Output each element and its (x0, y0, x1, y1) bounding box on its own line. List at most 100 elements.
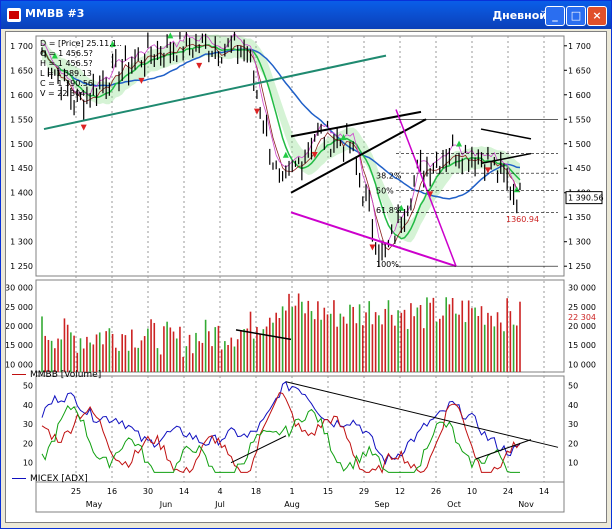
adx-trendline-2 (475, 439, 532, 460)
price-tick-left: 1 400 (10, 189, 33, 198)
price-tick-right: 1 350 (568, 213, 591, 222)
price-tick-left: 1 350 (10, 213, 33, 222)
volume-tick-right: 30 000 (568, 284, 596, 293)
price-tick-right: 1 450 (568, 164, 591, 173)
sell-arrow (311, 152, 318, 159)
price-tick-left: 1 500 (10, 140, 33, 149)
adx-tick-left: 30 (23, 420, 33, 429)
day-label: 4 (217, 487, 222, 496)
volume-legend: MMBB [Volume] (12, 370, 101, 380)
chart-svg: 1 700 1 700 1 650 1 650 1 600 1 600 1 550 1 550… (5, 22, 604, 513)
low-annotation: 1360.94 (506, 215, 539, 224)
day-label: 25 (71, 487, 81, 496)
adx-tick-right: 10 (568, 459, 578, 468)
price-axis: 1 700 1 700 1 650 1 650 1 600 1 600 1 550 1 550… (10, 42, 591, 271)
adx-green-line (41, 404, 520, 473)
day-label: 29 (359, 487, 369, 496)
day-label: 30 (143, 487, 153, 496)
sell-arrow (253, 108, 260, 115)
trendline-right-top (480, 128, 532, 140)
ohlc-info: D = [Price] 25.11.1..O = 1 456.5?H = 1 4… (40, 39, 122, 98)
fib-label: 50% (376, 186, 394, 195)
trendline-right-bottom (480, 152, 532, 165)
fibonacci-labels: 38.2% 50% 61.8% 100% 1360.94 1 390.56 (376, 172, 604, 269)
volume-tick-left: 15 000 (6, 341, 33, 350)
sell-arrow (196, 62, 203, 69)
price-tick-right: 1 700 (568, 42, 591, 51)
adx-tick-left: 20 (23, 439, 33, 448)
price-tick-left: 1 250 (10, 262, 33, 271)
adx-legend-text: MICEX [ADX] (30, 474, 88, 484)
price-tick-right: 1 650 (568, 66, 591, 75)
price-panel[interactable] (35, 35, 565, 277)
buy-arrow (109, 40, 116, 47)
month-label: Aug (284, 500, 300, 509)
minimize-button[interactable]: _ (545, 6, 565, 26)
trendline-long (43, 54, 387, 131)
day-label: 14 (179, 487, 189, 496)
adx-lines (41, 380, 559, 474)
sma-blue-line (41, 48, 521, 200)
adx-panel[interactable] (35, 375, 565, 483)
buy-arrow (456, 140, 463, 147)
volume-legend-text: MMBB [Volume] (30, 370, 102, 380)
volume-tick-left: 30 000 (6, 284, 33, 293)
volume-tick-left: 10 000 (6, 360, 33, 369)
buy-arrow (398, 204, 405, 211)
time-axis: 25 16 30 14 4 18 1 15 29 12 26 10 24 14 May Jun Jul Aug Se… (35, 481, 565, 513)
volume-tick-right: 15 000 (568, 341, 596, 350)
price-tick-left: 1 600 (10, 91, 33, 100)
adx-blue-line (41, 380, 521, 465)
volume-last-value: 22 304 (568, 313, 596, 322)
window-title: MMBB #3 (25, 7, 85, 20)
price-tick-right: 1 550 (568, 115, 591, 124)
info-line: H = 1 456.5? (40, 59, 93, 68)
adx-tick-right: 40 (568, 401, 578, 410)
period-label[interactable]: Дневной (492, 9, 547, 22)
volume-tick-left: 20 000 (6, 322, 33, 331)
trendline-support (290, 118, 427, 194)
month-label: Jun (159, 500, 173, 509)
day-label: 1 (289, 487, 294, 496)
price-tick-left: 1 450 (10, 164, 33, 173)
info-line: D = [Price] 25.11.1.. (40, 39, 122, 48)
volume-panel[interactable] (35, 279, 565, 373)
fib-label: 100% (376, 260, 399, 269)
month-label: May (86, 500, 103, 509)
buy-arrow (282, 151, 289, 158)
adx-tick-left: 40 (23, 401, 33, 410)
fib-line-diag (395, 109, 457, 267)
maximize-button[interactable]: □ (566, 6, 586, 26)
adx-tick-right: 20 (568, 439, 578, 448)
day-label: 12 (395, 487, 405, 496)
title-bar[interactable]: MMBB #3 Дневной _ □ × (1, 1, 611, 29)
volume-tick-left: 25 000 (6, 303, 33, 312)
price-series-group (41, 22, 558, 268)
price-tick-right: 1 300 (568, 238, 591, 247)
volume-tick-right: 20 000 (568, 322, 596, 331)
volume-axis: 30 000 30 000 25 000 25 000 20 000 20 000 15 0… (5, 284, 596, 370)
buy-arrow (51, 52, 58, 59)
adx-legend-swatch (12, 478, 26, 479)
time-axis-box (35, 481, 565, 513)
close-button[interactable]: × (587, 6, 607, 26)
month-label: Sep (374, 500, 389, 509)
adx-legend: MICEX [ADX] (12, 474, 88, 484)
vertical-gridlines (75, 36, 545, 482)
price-tick-left: 1 650 (10, 66, 33, 75)
sell-arrow (484, 167, 491, 174)
price-tick-right: 1 250 (568, 262, 591, 271)
price-tick-left: 1 300 (10, 238, 33, 247)
chart-area[interactable]: 1 700 1 700 1 650 1 650 1 600 1 600 1 550 1 550… (5, 22, 607, 523)
app-icon (7, 8, 21, 22)
day-label: 26 (431, 487, 441, 496)
volume-legend-swatch (12, 374, 26, 375)
volume-tick-right: 10 000 (568, 360, 596, 369)
sell-arrow (138, 77, 145, 84)
adx-red-line (41, 392, 521, 474)
volume-bars (41, 293, 521, 372)
info-line: V = 22 304 (40, 89, 85, 98)
day-label: 18 (251, 487, 261, 496)
volume-trendline (235, 329, 292, 341)
